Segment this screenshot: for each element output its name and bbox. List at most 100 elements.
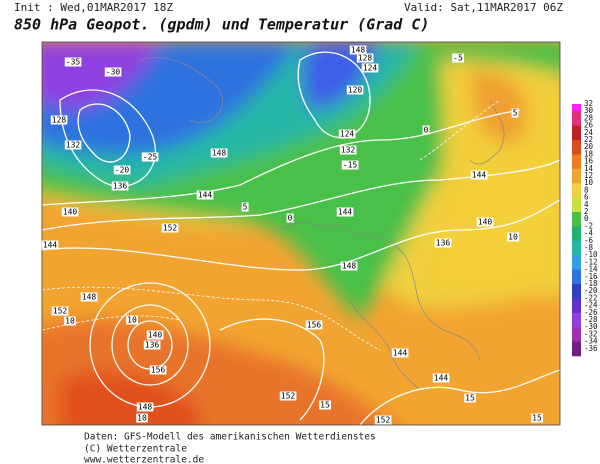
contour-label: 152 xyxy=(281,392,296,401)
colorbar-label: 22 xyxy=(584,135,593,144)
contour-label-bg xyxy=(452,53,464,63)
colorbar-label: -24 xyxy=(584,301,598,310)
contour-label: 148 xyxy=(82,293,97,302)
contour-label: -25 xyxy=(143,153,158,162)
colorbar-swatch xyxy=(572,168,581,177)
colorbar-swatch xyxy=(572,276,581,285)
contour-label: 148 xyxy=(138,403,153,412)
colorbar-swatch xyxy=(572,291,581,299)
contour-label-bg xyxy=(340,261,358,271)
colorbar-swatch xyxy=(572,284,581,292)
contour-label-bg xyxy=(126,315,138,325)
colorbar-label: -36 xyxy=(584,344,598,353)
map-frame xyxy=(41,41,561,426)
colorbar-label: -14 xyxy=(584,265,598,274)
map-area xyxy=(42,42,560,425)
contour-label-bg xyxy=(51,306,69,316)
contour-label-bg xyxy=(61,207,79,217)
colorbar-label: 30 xyxy=(584,106,594,115)
contour-label: 10 xyxy=(65,317,75,326)
colorbar-swatch xyxy=(572,269,581,278)
colorbar-label: 4 xyxy=(584,200,589,209)
contour-label-bg xyxy=(146,330,164,340)
valid-time: Valid: Sat,11MAR2017 06Z xyxy=(404,1,563,14)
contour-label: 132 xyxy=(341,146,356,155)
contour-label: 10 xyxy=(127,316,137,325)
colorbar-swatch xyxy=(572,111,581,119)
colorbar-swatch xyxy=(572,212,581,220)
contour-label: 15 xyxy=(320,401,330,410)
colorbar-swatch xyxy=(572,140,581,148)
colorbar-swatch xyxy=(572,233,581,242)
colorbar-label: 2 xyxy=(584,207,589,216)
contour-label: 10 xyxy=(508,233,518,242)
contour-label-bg xyxy=(507,232,519,242)
contour-label-bg xyxy=(432,373,450,383)
contour-label: 148 xyxy=(351,46,366,55)
colorbar-swatch xyxy=(572,161,581,170)
contour-label: 132 xyxy=(66,141,81,150)
footer-line: (C) Wetterzentrale xyxy=(84,444,187,455)
contour-label: 128 xyxy=(52,116,67,125)
colorbar-swatch xyxy=(572,197,581,206)
colorbar-label: 26 xyxy=(584,121,594,130)
colorbar-swatch xyxy=(572,348,581,357)
contour-label-bg xyxy=(64,57,82,67)
contour-label: 144 xyxy=(43,241,58,250)
contour-label-bg xyxy=(111,181,129,191)
init-time: Init : Wed,01MAR2017 18Z xyxy=(14,1,173,14)
contour-label: 5 xyxy=(513,109,518,118)
contour-label-bg xyxy=(80,292,98,302)
contour-label: 152 xyxy=(163,224,178,233)
colorbar-swatch xyxy=(572,219,581,227)
colorbar-swatch xyxy=(572,183,581,191)
contour-label-bg xyxy=(141,152,159,162)
contour-label: 124 xyxy=(340,130,355,139)
contour-label: 140 xyxy=(63,208,78,217)
colorbar-swatch xyxy=(572,341,581,350)
contour-label-bg xyxy=(391,348,409,358)
contour-label-bg xyxy=(241,202,249,212)
contour-label: -5 xyxy=(453,54,463,63)
colorbar-label: -26 xyxy=(584,308,598,317)
contour-label: 120 xyxy=(348,86,363,95)
colorbar-label: 18 xyxy=(584,149,594,158)
contour-label-bg xyxy=(136,413,148,423)
contour-label-bg xyxy=(210,148,228,158)
contour-label-bg xyxy=(50,115,68,125)
colorbar-label: -8 xyxy=(584,243,594,252)
contour-label-bg xyxy=(196,190,214,200)
contour-label-bg xyxy=(511,108,519,118)
footer-line: Daten: GFS-Modell des amerikanischen Wet… xyxy=(84,432,376,443)
contour-label: 144 xyxy=(198,191,213,200)
contour-label-bg xyxy=(346,85,364,95)
contour-label: -35 xyxy=(66,58,81,67)
map-title: 850 hPa Geopot. (gpdm) und Temperatur (G… xyxy=(14,16,429,34)
colorbar-swatch xyxy=(572,262,581,270)
coastlines xyxy=(139,57,505,391)
contour-label: 5 xyxy=(243,203,248,212)
contour-label: 136 xyxy=(113,182,128,191)
contour-label-bg xyxy=(476,217,494,227)
colorbar-swatch xyxy=(572,204,581,213)
colorbar-label: 8 xyxy=(584,185,589,194)
contour-label: 156 xyxy=(307,321,322,330)
contour-label: 156 xyxy=(151,366,166,375)
contour-label: -20 xyxy=(115,166,130,175)
contour-label: 152 xyxy=(376,416,391,425)
contour-label-bg xyxy=(470,170,488,180)
contour-label: 152 xyxy=(53,307,68,316)
contour-label-bg xyxy=(64,140,82,150)
contour-label-bg xyxy=(338,129,356,139)
colorbar-swatch xyxy=(572,132,581,141)
colorbar-label: 12 xyxy=(584,171,593,180)
colorbar-label: 16 xyxy=(584,157,594,166)
contour-label: 15 xyxy=(465,394,475,403)
colorbar-label: 20 xyxy=(584,142,594,151)
colorbar-label: -28 xyxy=(584,315,598,324)
colorbar-swatch xyxy=(572,118,581,126)
colorbar-swatch xyxy=(572,176,581,184)
colorbar-swatch xyxy=(572,248,581,256)
contour-label: -15 xyxy=(343,161,358,170)
